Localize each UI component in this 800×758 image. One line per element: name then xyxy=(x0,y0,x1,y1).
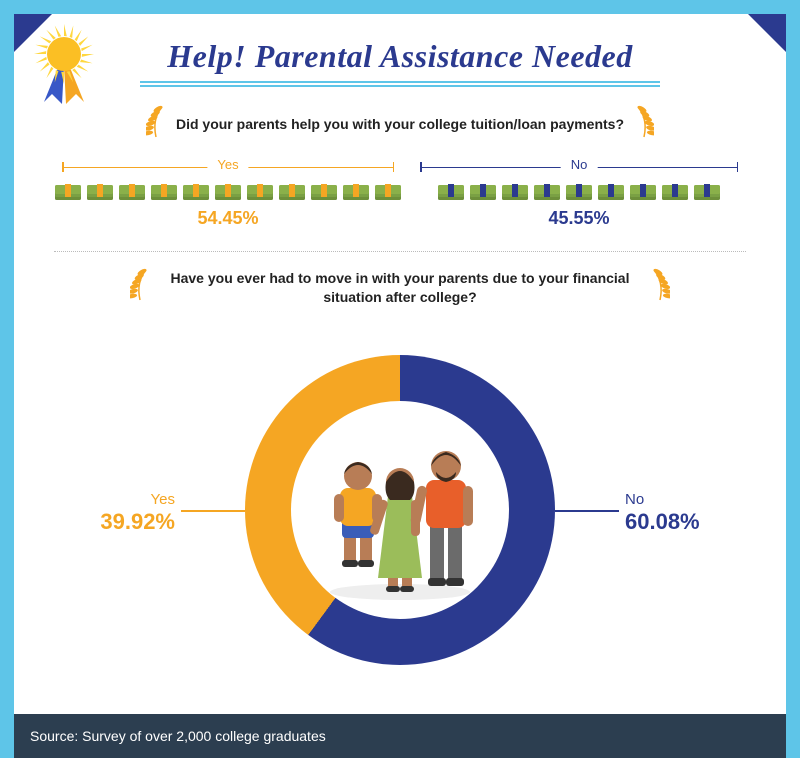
tuition-no-label: No xyxy=(561,157,598,172)
money-row-yes xyxy=(54,182,402,202)
donut-ring xyxy=(245,355,555,665)
tuition-no: No 45.55% xyxy=(412,158,746,229)
tuition-bands: Yes 54.45% No 45.55% xyxy=(14,158,786,229)
donut-no-label: No 60.08% xyxy=(625,491,745,535)
laurel-left-icon xyxy=(146,105,168,144)
donut-chart: Yes 39.92% No 60.08% xyxy=(55,335,745,685)
question-1-row: Did your parents help you with your coll… xyxy=(14,105,786,144)
title-underline xyxy=(140,81,660,87)
tuition-yes: Yes 54.45% xyxy=(54,158,402,229)
donut-center xyxy=(291,401,509,619)
question-2-row: Have you ever had to move in with your p… xyxy=(14,268,786,307)
page-title: Help! Parental Assistance Needed xyxy=(14,14,786,75)
question-2-text: Have you ever had to move in with your p… xyxy=(160,269,640,307)
donut-yes-label: Yes 39.92% xyxy=(55,491,175,535)
laurel-left-icon xyxy=(130,268,152,307)
tuition-yes-label: Yes xyxy=(207,157,248,172)
source-footer: Source: Survey of over 2,000 college gra… xyxy=(14,714,786,758)
question-1-text: Did your parents help you with your coll… xyxy=(176,115,624,134)
corner-decor-tr xyxy=(748,14,786,52)
tuition-yes-pct: 54.45% xyxy=(54,208,402,229)
money-row-no xyxy=(412,182,746,202)
lead-line-yes xyxy=(181,510,245,512)
laurel-right-icon xyxy=(648,268,670,307)
divider xyxy=(54,251,746,252)
award-seal-icon xyxy=(24,22,104,122)
card: Help! Parental Assistance Needed Did you… xyxy=(14,14,786,714)
lead-line-no xyxy=(555,510,619,512)
laurel-right-icon xyxy=(632,105,654,144)
source-text: Source: Survey of over 2,000 college gra… xyxy=(30,728,326,744)
family-illustration xyxy=(300,410,500,610)
tuition-no-pct: 45.55% xyxy=(412,208,746,229)
